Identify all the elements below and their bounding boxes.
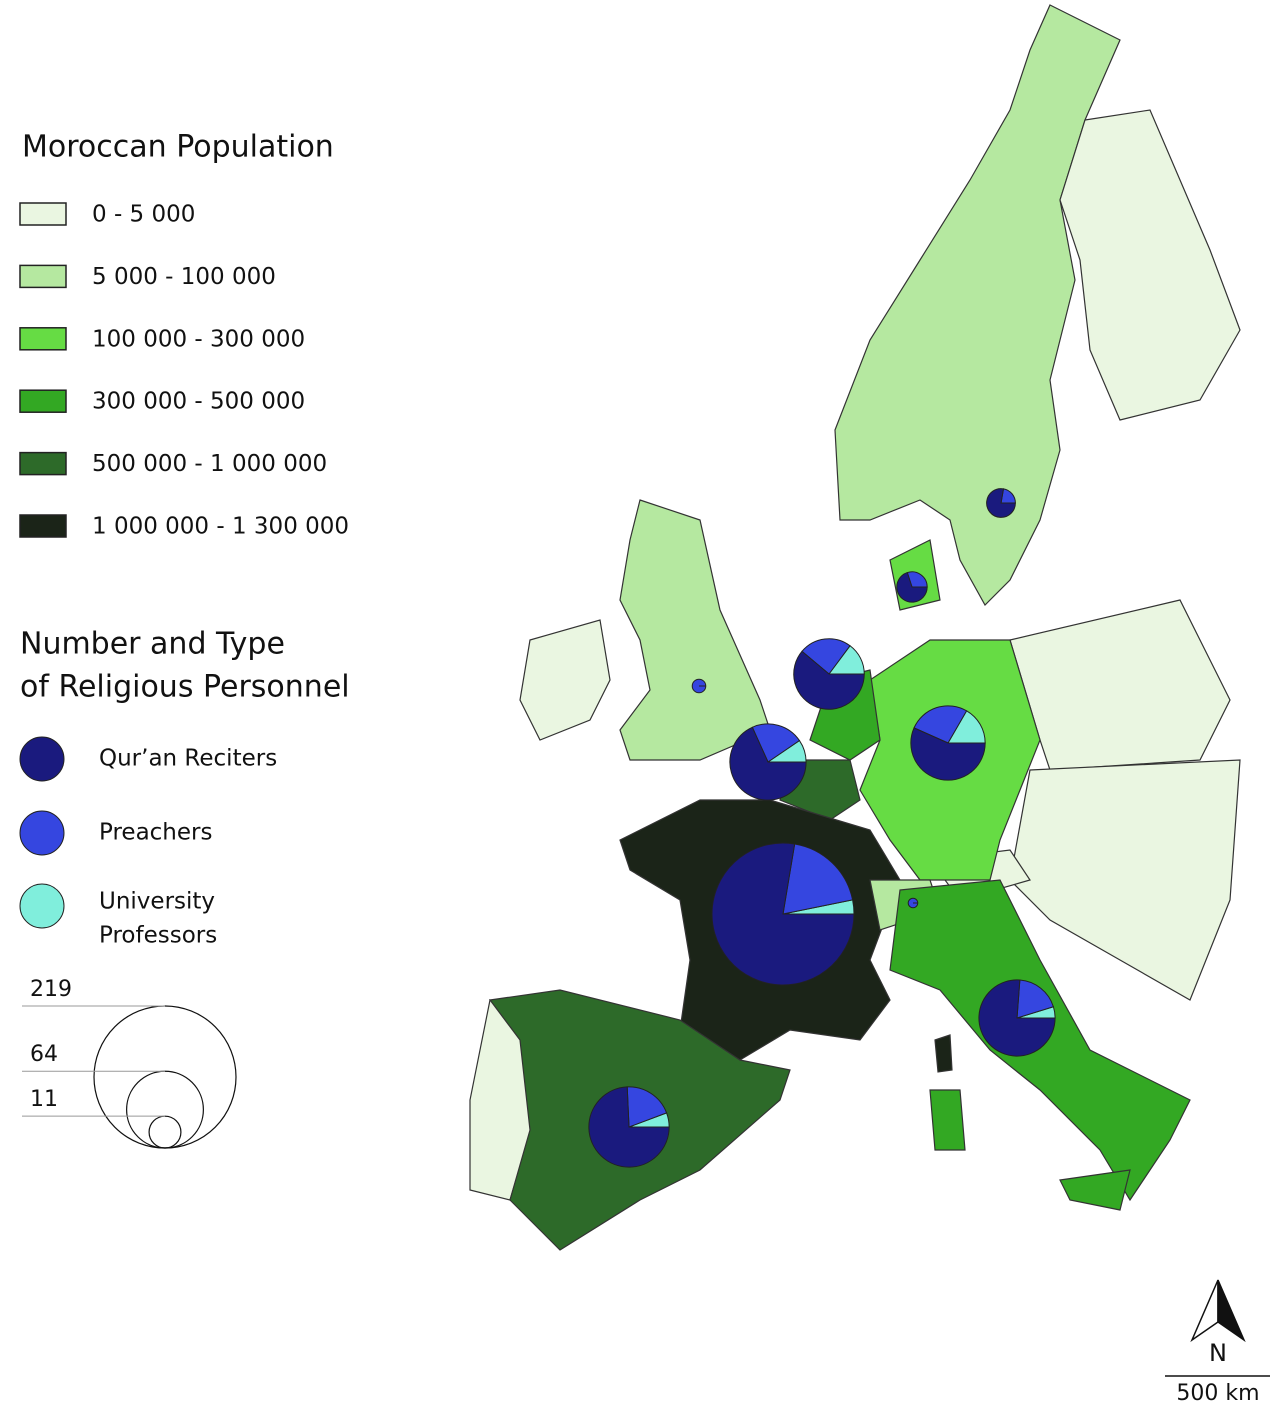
size-circle [93,1005,237,1149]
legend-label: 5 000 - 100 000 [92,264,276,290]
legend-swatch [19,202,67,226]
size-label: 11 [30,1087,58,1112]
legend-marker [19,883,65,929]
country [1059,1169,1131,1211]
legend-label: Qur’an Reciters [99,746,277,772]
legend-marker [19,736,65,782]
pie-slice [1016,979,1055,1019]
country [1059,109,1241,421]
pie-slice [711,842,855,986]
legend-title: Number and Type [20,627,285,662]
country [619,499,771,761]
country [519,619,611,741]
pie-slice [626,1086,668,1128]
legend-title: of Religious Personnel [20,670,350,705]
size-circle [126,1070,204,1149]
legend-swatch [19,514,67,538]
legend-label: 500 000 - 1 000 000 [92,451,327,477]
legend-swatch [19,389,67,413]
north-label: N [1209,1339,1227,1367]
pie-slice [896,571,928,603]
legend-label: 300 000 - 500 000 [92,389,305,415]
pies [588,488,1056,1168]
countries [469,4,1241,1251]
legend-label: Professors [99,923,217,949]
pie-slice [986,488,1016,518]
country [1009,599,1231,771]
size-label: 219 [30,977,72,1002]
pie-slice [906,571,928,588]
legend-label: 0 - 5 000 [92,202,195,228]
size-circle [148,1115,182,1149]
legend-label: Preachers [99,820,212,846]
north-arrow [1165,1279,1270,1377]
legend-label: University [99,889,215,915]
legend-title: Moroccan Population [22,130,334,165]
country [934,1034,953,1073]
pie-slice [978,979,1056,1057]
legend-label: 1 000 000 - 1 300 000 [92,514,349,540]
pie-slice [729,726,807,801]
country [834,4,1121,606]
pie-slice [801,638,851,675]
pie-slice [793,650,865,710]
legend-marker [19,810,65,856]
country [1009,759,1241,1001]
legend-swatch [19,327,67,351]
legend-label: 100 000 - 300 000 [92,326,305,352]
country [929,1089,966,1151]
pie-slice [588,1086,670,1168]
scale-label: 500 km [1176,1381,1259,1406]
legend-swatch [19,451,67,476]
size-label: 64 [30,1042,58,1067]
pie-slice [910,727,986,781]
legend-swatch [19,264,67,289]
pie-slice [782,843,854,915]
